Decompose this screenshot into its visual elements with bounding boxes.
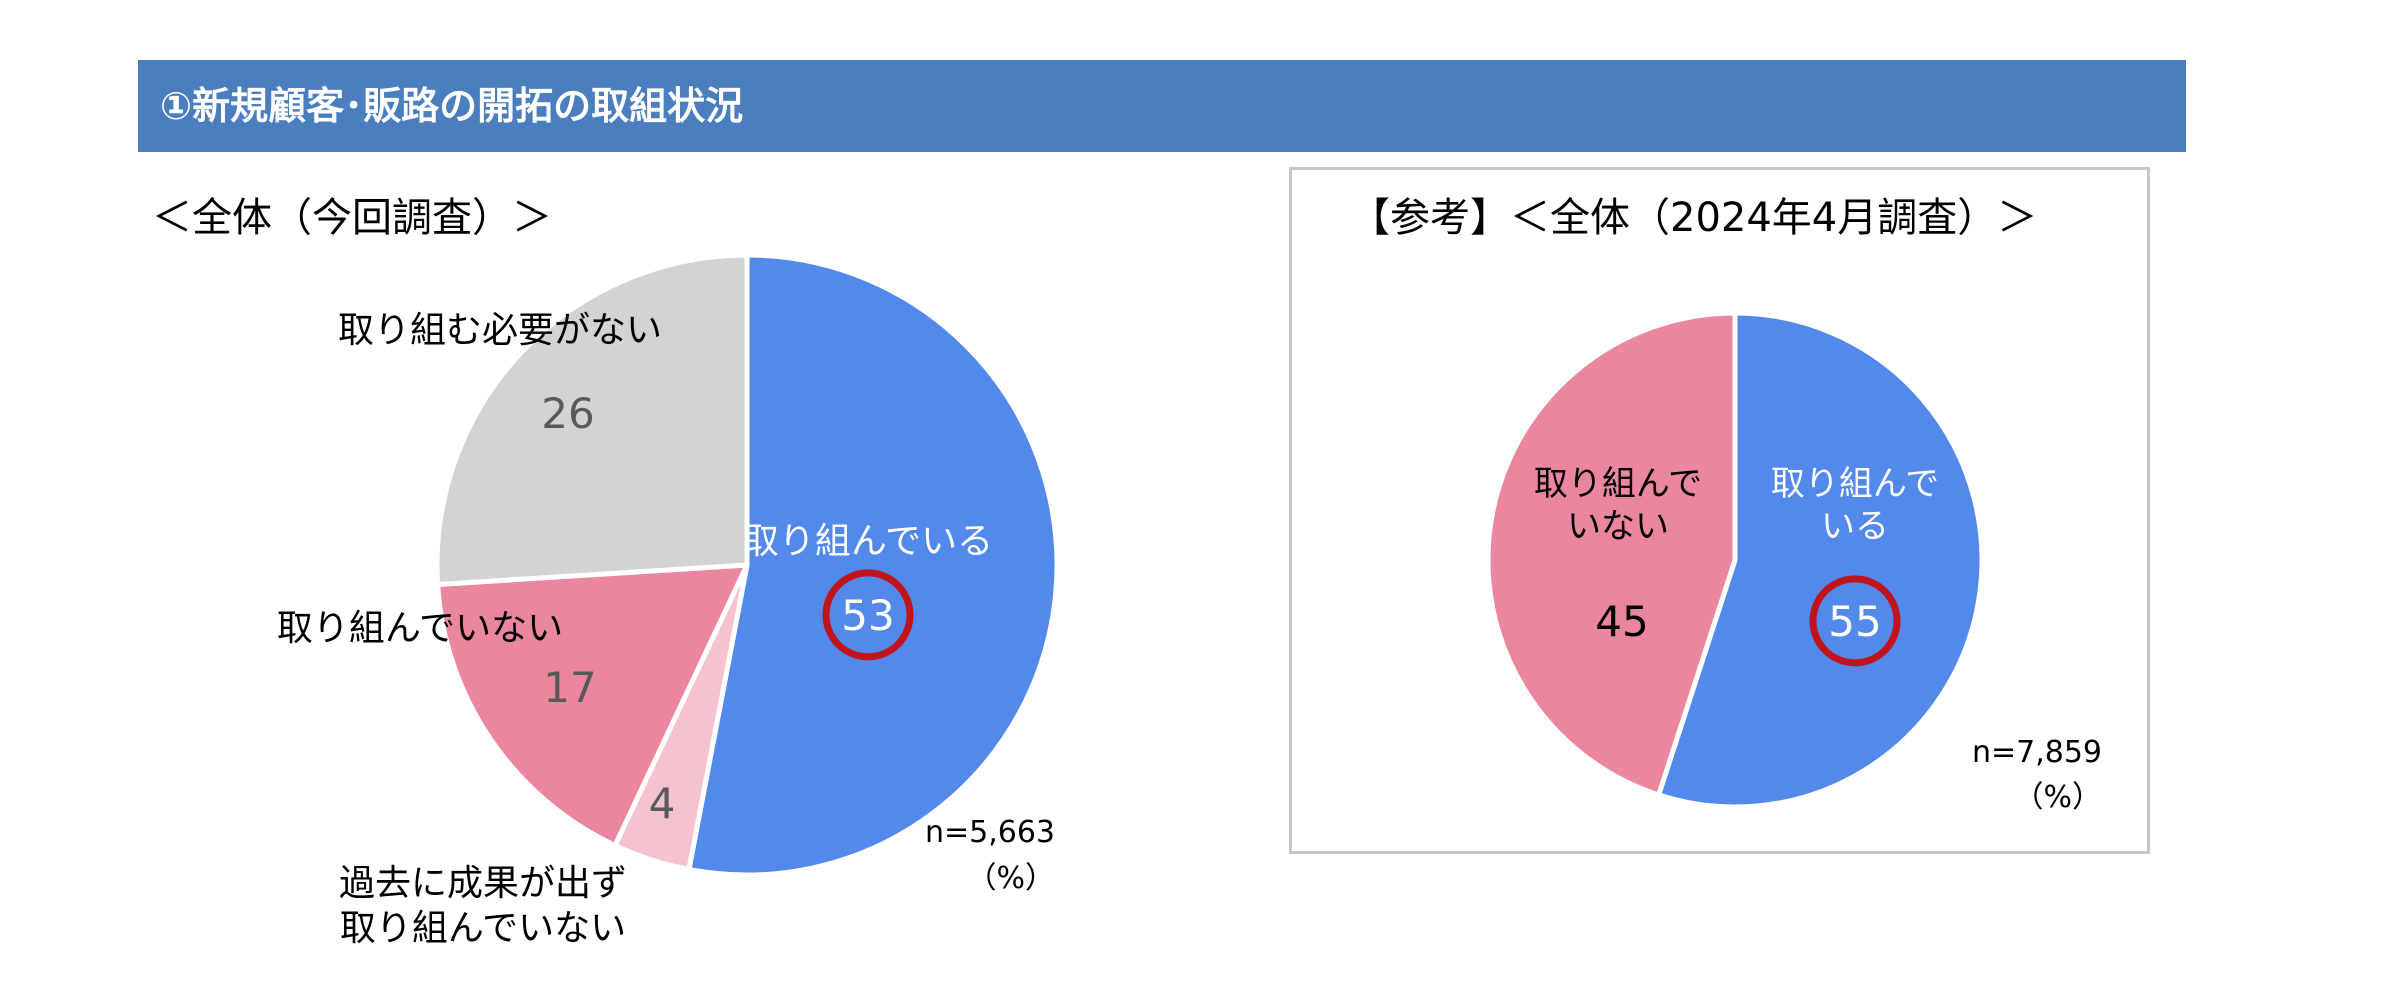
unit-label: （%） [966,861,1055,896]
slice-value-取り組む必要がない: 26 [541,389,594,438]
pie-chart-current: 取り組んでいる 53 過去に成果が出ず取り組んでいない 4 取り組んでいない 17 取り組む… [277,252,1060,949]
pie-slice-取り組んでいない [435,562,750,848]
slice-value-取り組んでいる: 53 [841,591,894,640]
slice-label-取り組んでいない: 取り組んでいない [1534,464,1702,547]
slice-value-取り組んでいない: 17 [543,663,596,712]
slice-label-取り組んでいる: 取り組んでいる [1771,464,1939,547]
slice-value-過去に成果が出ず取り組んでいない: 4 [649,779,676,828]
slice-value-取り組んでいない: 45 [1595,597,1648,646]
pie-chart-reference: 取り組んでいる 55 取り組んでいない 45 n=7,859 （%） [1485,310,2102,815]
highlight-circle [1809,575,1901,667]
sample-size-label: n=5,663 [925,815,1055,850]
slice-label-取り組んでいない: 取り組んでいない [277,608,563,649]
slice-label-取り組む必要がない: 取り組む必要がない [338,310,662,351]
sample-size-label: n=7,859 [1972,735,2102,770]
pie-slice-取り組む必要がない [434,252,750,587]
slice-label-過去に成果が出ず取り組んでいない: 過去に成果が出ず取り組んでいない [339,863,627,949]
reference-chart-frame [1289,167,2150,854]
unit-label: （%） [2013,780,2102,815]
pie-slice-取り組んでいる [686,252,1060,878]
section-banner: ①新規顧客･販路の開拓の取組状況 [138,60,2186,152]
chart-title-reference: 【参考】＜全体（2024年4月調査）＞ [1350,195,2038,241]
pie-slice-取り組んでいる [1656,310,1985,810]
slice-label-取り組んでいる: 取り組んでいる [743,521,993,562]
section-title: ①新規顧客･販路の開拓の取組状況 [160,84,744,128]
chart-title-current: ＜全体（今回調査）＞ [152,195,552,241]
slice-value-取り組んでいる: 55 [1828,597,1881,646]
pie-slice-取り組んでいない [1485,310,1738,798]
highlight-circle [822,569,914,661]
